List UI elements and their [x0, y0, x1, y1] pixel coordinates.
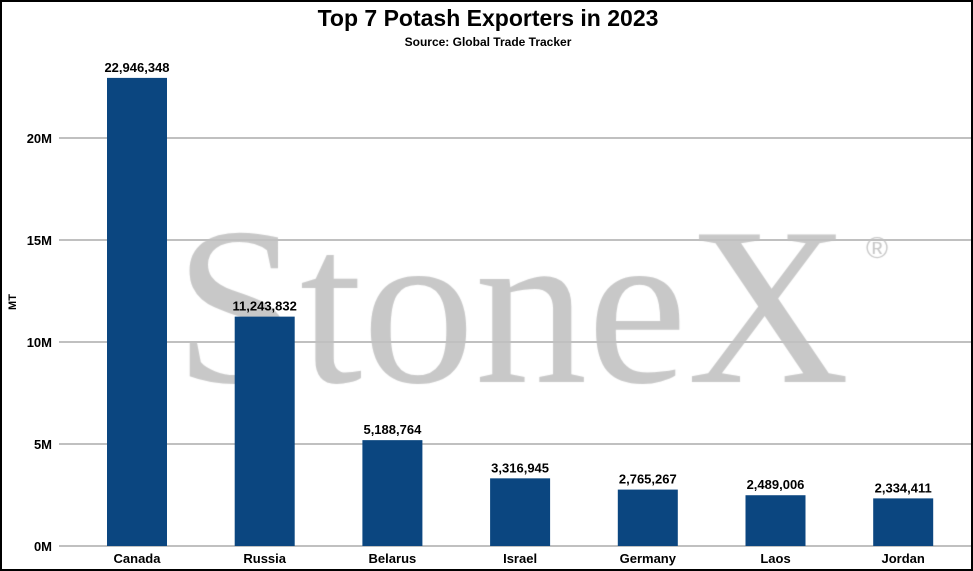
- bar-russia: [234, 316, 295, 546]
- chart-title: Top 7 Potash Exporters in 2023: [318, 5, 659, 31]
- data-label: 11,243,832: [233, 299, 297, 314]
- x-tick-label: Laos: [760, 551, 790, 566]
- y-tick-label: 15M: [27, 233, 52, 248]
- chart-subtitle: Source: Global Trade Tracker: [405, 35, 572, 49]
- y-axis-label: MT: [7, 294, 19, 310]
- data-label: 2,334,411: [875, 480, 932, 495]
- y-tick-label: 10M: [27, 335, 52, 350]
- y-tick-label: 0M: [34, 539, 52, 554]
- x-tick-label: Russia: [243, 551, 286, 566]
- x-tick-label: Belarus: [369, 551, 417, 566]
- data-label: 2,765,267: [619, 472, 677, 487]
- bar-israel: [490, 478, 551, 546]
- bar-belarus: [362, 440, 423, 546]
- bar-jordan: [873, 498, 934, 546]
- y-tick-label: 20M: [27, 131, 52, 146]
- x-tick-label: Germany: [620, 551, 677, 566]
- x-tick-label: Canada: [114, 551, 162, 566]
- x-tick-label: Jordan: [882, 551, 925, 566]
- data-label: 3,316,945: [491, 460, 549, 475]
- data-label: 2,489,006: [747, 477, 805, 492]
- data-label: 22,946,348: [104, 60, 169, 75]
- bar-germany: [617, 489, 678, 546]
- bar-laos: [745, 495, 806, 546]
- x-tick-label: Israel: [503, 551, 537, 566]
- data-label: 5,188,764: [363, 422, 422, 437]
- y-tick-label: 5M: [34, 437, 52, 452]
- bar-canada: [107, 77, 167, 546]
